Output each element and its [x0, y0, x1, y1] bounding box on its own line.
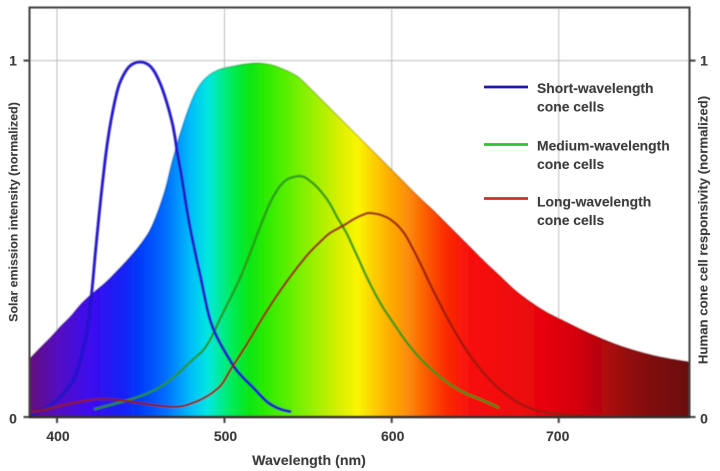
svg-text:Long-wavelength: Long-wavelength: [537, 194, 651, 210]
svg-text:400: 400: [46, 428, 70, 444]
svg-text:1: 1: [9, 53, 17, 69]
svg-text:Medium-wavelength: Medium-wavelength: [537, 138, 670, 154]
svg-text:1: 1: [700, 53, 708, 69]
svg-text:cone cells: cone cells: [537, 212, 604, 228]
svg-text:cone cells: cone cells: [537, 99, 604, 115]
svg-text:700: 700: [546, 428, 570, 444]
svg-text:0: 0: [700, 411, 708, 427]
svg-text:500: 500: [214, 428, 238, 444]
svg-text:0: 0: [9, 411, 17, 427]
svg-text:Human cone cell responsivity (: Human cone cell responsivity (normalized…: [696, 96, 711, 364]
svg-text:Solar emission intensity (norm: Solar emission intensity (normalized): [7, 102, 21, 322]
svg-text:cone cells: cone cells: [537, 156, 604, 172]
svg-text:600: 600: [381, 428, 405, 444]
svg-text:Short-wavelength: Short-wavelength: [537, 80, 654, 96]
svg-text:Wavelength (nm): Wavelength (nm): [252, 453, 366, 469]
